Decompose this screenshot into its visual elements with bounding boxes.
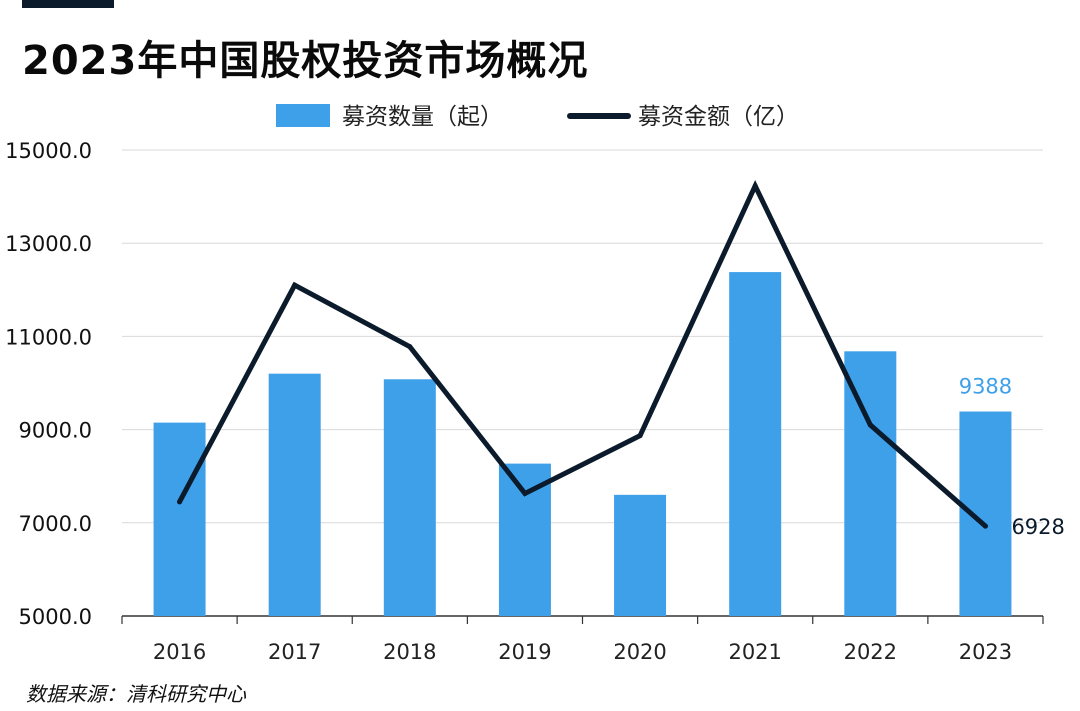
chart-title: 2023年中国股权投资市场概况	[22, 38, 589, 84]
line-point	[637, 433, 643, 439]
x-tick-label: 2023	[959, 640, 1012, 664]
x-tick-label: 2018	[383, 640, 436, 664]
y-tick-label: 13000.0	[5, 232, 92, 256]
bar	[844, 351, 897, 616]
line-point	[982, 523, 988, 529]
line-point	[292, 282, 298, 288]
y-tick-label: 9000.0	[19, 419, 92, 443]
line-point	[407, 344, 413, 350]
line-series	[177, 180, 988, 529]
x-tick-label: 2021	[728, 640, 781, 664]
y-tick-label: 11000.0	[5, 325, 92, 349]
x-tick-label: 2019	[498, 640, 551, 664]
legend-swatch-bar	[276, 104, 330, 127]
x-tick-label: 2017	[268, 640, 321, 664]
bar	[729, 272, 782, 616]
line-data-label: 6928	[1011, 515, 1064, 539]
bar	[268, 373, 321, 616]
line-point	[522, 490, 528, 496]
x-tick-label: 2020	[613, 640, 666, 664]
bar-data-label: 9388	[959, 375, 1012, 399]
bar	[614, 494, 667, 616]
legend-label-bar: 募资数量（起）	[342, 104, 503, 130]
y-tick-label: 15000.0	[5, 139, 92, 163]
y-tick-label: 5000.0	[19, 605, 92, 629]
source-note: 数据来源：清科研究中心	[26, 682, 246, 706]
bar	[383, 379, 436, 616]
y-tick-label: 7000.0	[19, 512, 92, 536]
line-point	[752, 183, 758, 189]
line-point	[867, 422, 873, 428]
bar	[498, 463, 551, 616]
x-tick-label: 2022	[844, 640, 897, 664]
line-point	[177, 499, 183, 505]
legend-label-line: 募资金额（亿）	[638, 104, 799, 130]
x-tick-label: 2016	[153, 640, 206, 664]
bar	[153, 422, 206, 616]
bar	[959, 411, 1012, 616]
top-accent-bar	[22, 0, 114, 8]
